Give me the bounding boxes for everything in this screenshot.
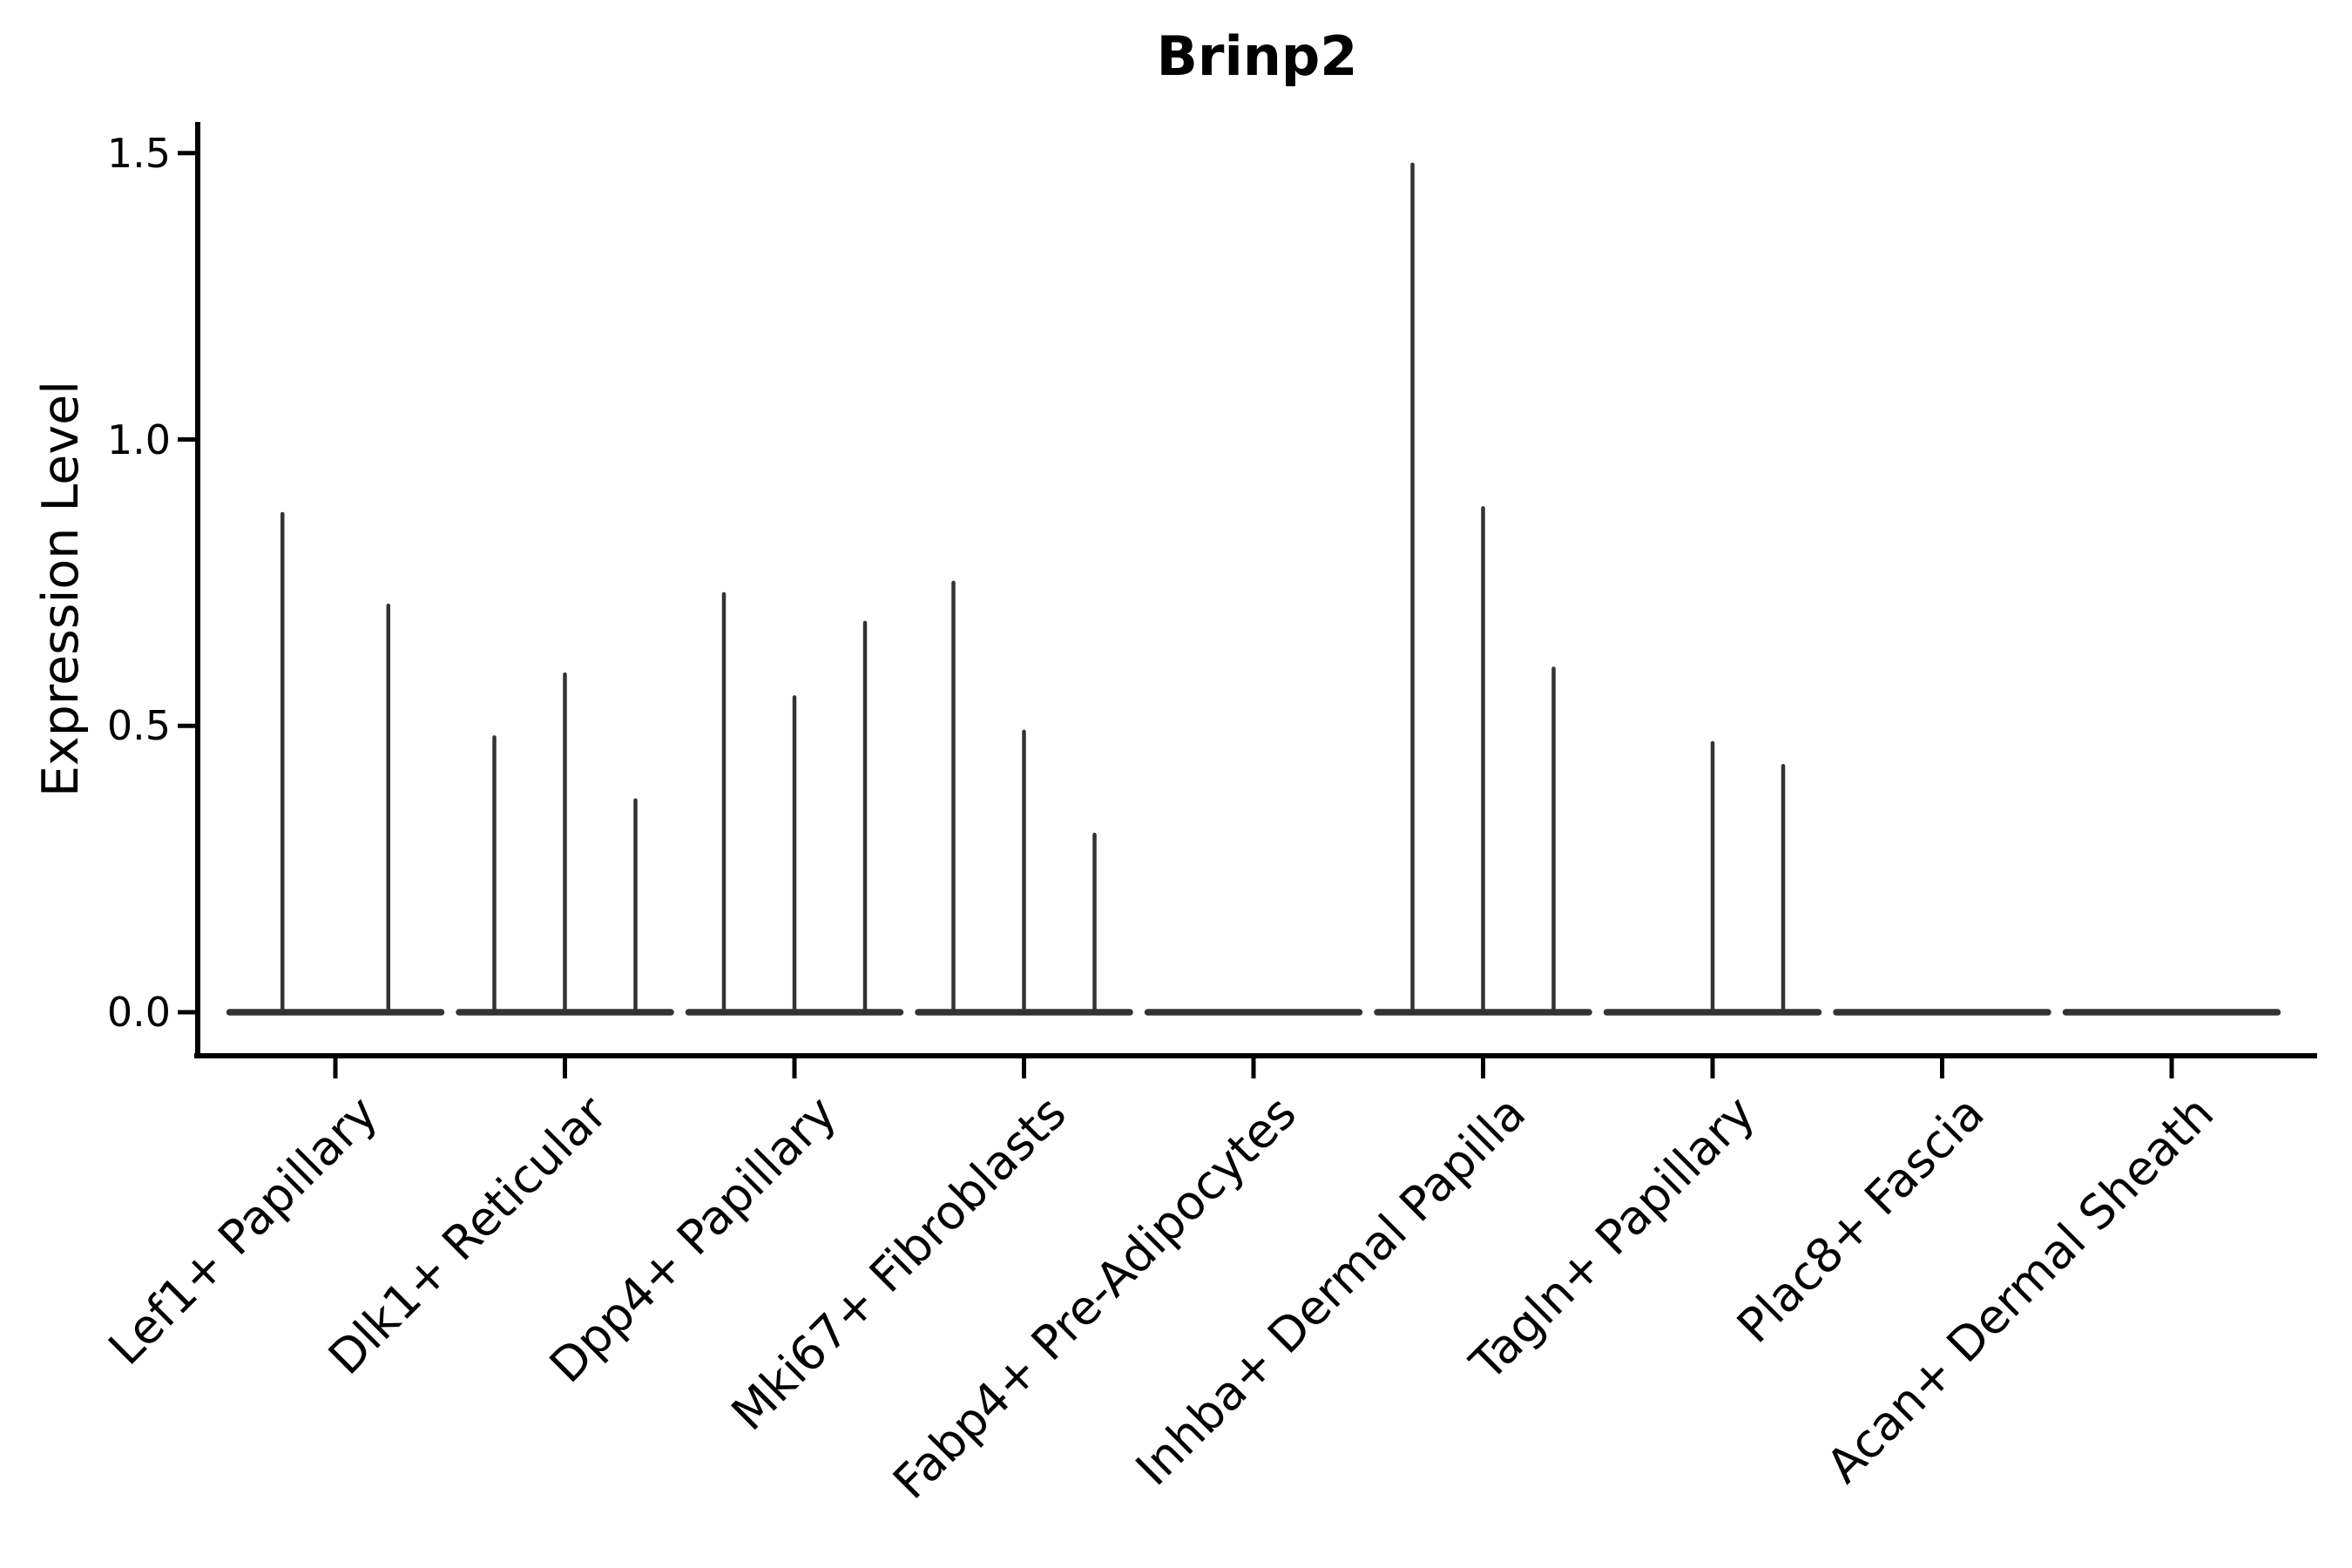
y-tick-label: 0.5 — [106, 702, 171, 750]
y-tick-label: 1.0 — [106, 416, 171, 463]
y-tick-label: 1.5 — [106, 129, 171, 177]
chart-title: Brinp2 — [1156, 24, 1358, 88]
y-tick-label: 0.0 — [106, 989, 171, 1036]
